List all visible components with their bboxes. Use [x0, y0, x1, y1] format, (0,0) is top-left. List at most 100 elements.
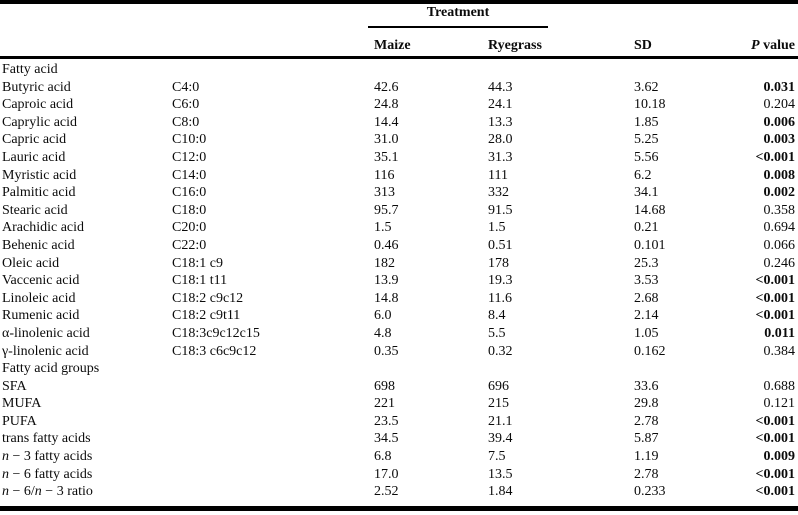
row-maize: 42.6 [374, 79, 399, 95]
row-p: <0.001 [755, 431, 795, 447]
row-notation: C22:0 [172, 237, 207, 253]
row-maize: 34.5 [374, 431, 399, 447]
row-notation: C8:0 [172, 114, 200, 130]
row-ryegrass: 21.1 [488, 413, 513, 429]
row-ryegrass: 0.51 [488, 237, 513, 253]
row-maize: 0.35 [374, 343, 399, 359]
row-sd: 3.53 [634, 273, 659, 289]
table-row: Butyric acid C4:0 42.6 44.3 3.62 0.031 [0, 79, 798, 97]
row-p: <0.001 [755, 149, 795, 165]
table-row: Caproic acid C6:0 24.8 24.1 10.18 0.204 [0, 96, 798, 114]
row-p: <0.001 [755, 273, 795, 289]
row-ryegrass: 28.0 [488, 132, 513, 148]
row-name: Vaccenic acid [2, 273, 80, 289]
row-name: MUFA [2, 396, 42, 412]
row-sd: 5.25 [634, 132, 659, 148]
table-row: Palmitic acid C16:0 313 332 34.1 0.002 [0, 184, 798, 202]
row-name: α-linolenic acid [2, 325, 90, 341]
column-header-maize: Maize [374, 38, 411, 53]
table-row: γ-linolenic acid C18:3 c6c9c12 0.35 0.32… [0, 343, 798, 361]
row-name: Linoleic acid [2, 290, 76, 306]
row-maize: 14.4 [374, 114, 399, 130]
row-sd: 10.18 [634, 97, 666, 113]
table-body: Fatty acid Butyric acid C4:0 42.6 44.3 3… [0, 61, 798, 501]
row-name: Capric acid [2, 132, 67, 148]
row-maize: 182 [374, 255, 395, 271]
row-name: Caprylic acid [2, 114, 78, 130]
treatment-spanner-rule [368, 26, 548, 28]
row-maize: 2.52 [374, 484, 399, 500]
table-row: n − 6 fatty acids 17.0 13.5 2.78 <0.001 [0, 466, 798, 484]
row-ryegrass: 696 [488, 378, 509, 394]
bottom-rule [0, 506, 798, 511]
row-ryegrass: 44.3 [488, 79, 513, 95]
table-row: n − 3 fatty acids 6.8 7.5 1.19 0.009 [0, 448, 798, 466]
row-sd: 2.78 [634, 466, 659, 482]
row-maize: 6.8 [374, 449, 392, 465]
row-sd: 14.68 [634, 202, 666, 218]
row-maize: 13.9 [374, 273, 399, 289]
table-row: Fatty acid [0, 61, 798, 79]
row-maize: 24.8 [374, 97, 399, 113]
column-header-sd: SD [634, 38, 652, 53]
row-maize: 23.5 [374, 413, 399, 429]
row-ryegrass: 332 [488, 185, 509, 201]
row-notation: C10:0 [172, 132, 207, 148]
row-p: 0.246 [763, 255, 796, 271]
treatment-spanner-header: Treatment [426, 5, 490, 20]
row-p: 0.031 [763, 79, 796, 95]
row-name: γ-linolenic acid [2, 343, 89, 359]
row-maize: 1.5 [374, 220, 392, 236]
row-maize: 95.7 [374, 202, 399, 218]
row-p: <0.001 [755, 484, 795, 500]
row-name: Stearic acid [2, 202, 68, 218]
row-sd: 2.68 [634, 290, 659, 306]
row-p: 0.066 [763, 237, 796, 253]
row-name: Caproic acid [2, 97, 74, 113]
row-p: 0.688 [763, 378, 796, 394]
row-ryegrass: 19.3 [488, 273, 513, 289]
row-name: n − 6 fatty acids [2, 466, 93, 482]
table-row: Vaccenic acid C18:1 t11 13.9 19.3 3.53 <… [0, 272, 798, 290]
row-name: Rumenic acid [2, 308, 80, 324]
row-ryegrass: 7.5 [488, 449, 506, 465]
row-notation: C18:1 c9 [172, 255, 223, 271]
row-sd: 0.21 [634, 220, 659, 236]
table-row: PUFA 23.5 21.1 2.78 <0.001 [0, 413, 798, 431]
row-name: Lauric acid [2, 149, 66, 165]
row-notation: C4:0 [172, 79, 200, 95]
table-row: MUFA 221 215 29.8 0.121 [0, 395, 798, 413]
table-row: Rumenic acid C18:2 c9t11 6.0 8.4 2.14 <0… [0, 307, 798, 325]
row-name: SFA [2, 378, 27, 394]
row-notation: C12:0 [172, 149, 207, 165]
row-maize: 31.0 [374, 132, 399, 148]
row-name: Fatty acid [2, 62, 58, 77]
row-maize: 4.8 [374, 325, 392, 341]
row-sd: 0.233 [634, 484, 666, 500]
row-ryegrass: 1.84 [488, 484, 513, 500]
table-row: α-linolenic acid C18:3c9c12c15 4.8 5.5 1… [0, 325, 798, 343]
row-p: 0.011 [764, 325, 795, 341]
row-p: 0.204 [763, 97, 796, 113]
header-separator-rule [0, 56, 798, 59]
row-sd: 6.2 [634, 167, 652, 183]
row-notation: C18:0 [172, 202, 207, 218]
row-notation: C18:3 c6c9c12 [172, 343, 257, 359]
table-row: Myristic acid C14:0 116 111 6.2 0.008 [0, 167, 798, 185]
row-name: n − 3 fatty acids [2, 449, 93, 465]
row-ryegrass: 215 [488, 396, 509, 412]
row-ryegrass: 5.5 [488, 325, 506, 341]
row-ryegrass: 0.32 [488, 343, 513, 359]
row-ryegrass: 31.3 [488, 149, 513, 165]
row-p: <0.001 [755, 308, 795, 324]
row-p: 0.121 [763, 396, 796, 412]
row-name: n − 6/n − 3 ratio [2, 484, 93, 500]
row-name: Fatty acid groups [2, 361, 100, 377]
row-ryegrass: 8.4 [488, 308, 506, 324]
row-ryegrass: 13.5 [488, 466, 513, 482]
row-notation: C18:3c9c12c15 [172, 325, 260, 341]
row-ryegrass: 1.5 [488, 220, 506, 236]
table-row: Fatty acid groups [0, 360, 798, 378]
row-name: Butyric acid [2, 79, 71, 95]
